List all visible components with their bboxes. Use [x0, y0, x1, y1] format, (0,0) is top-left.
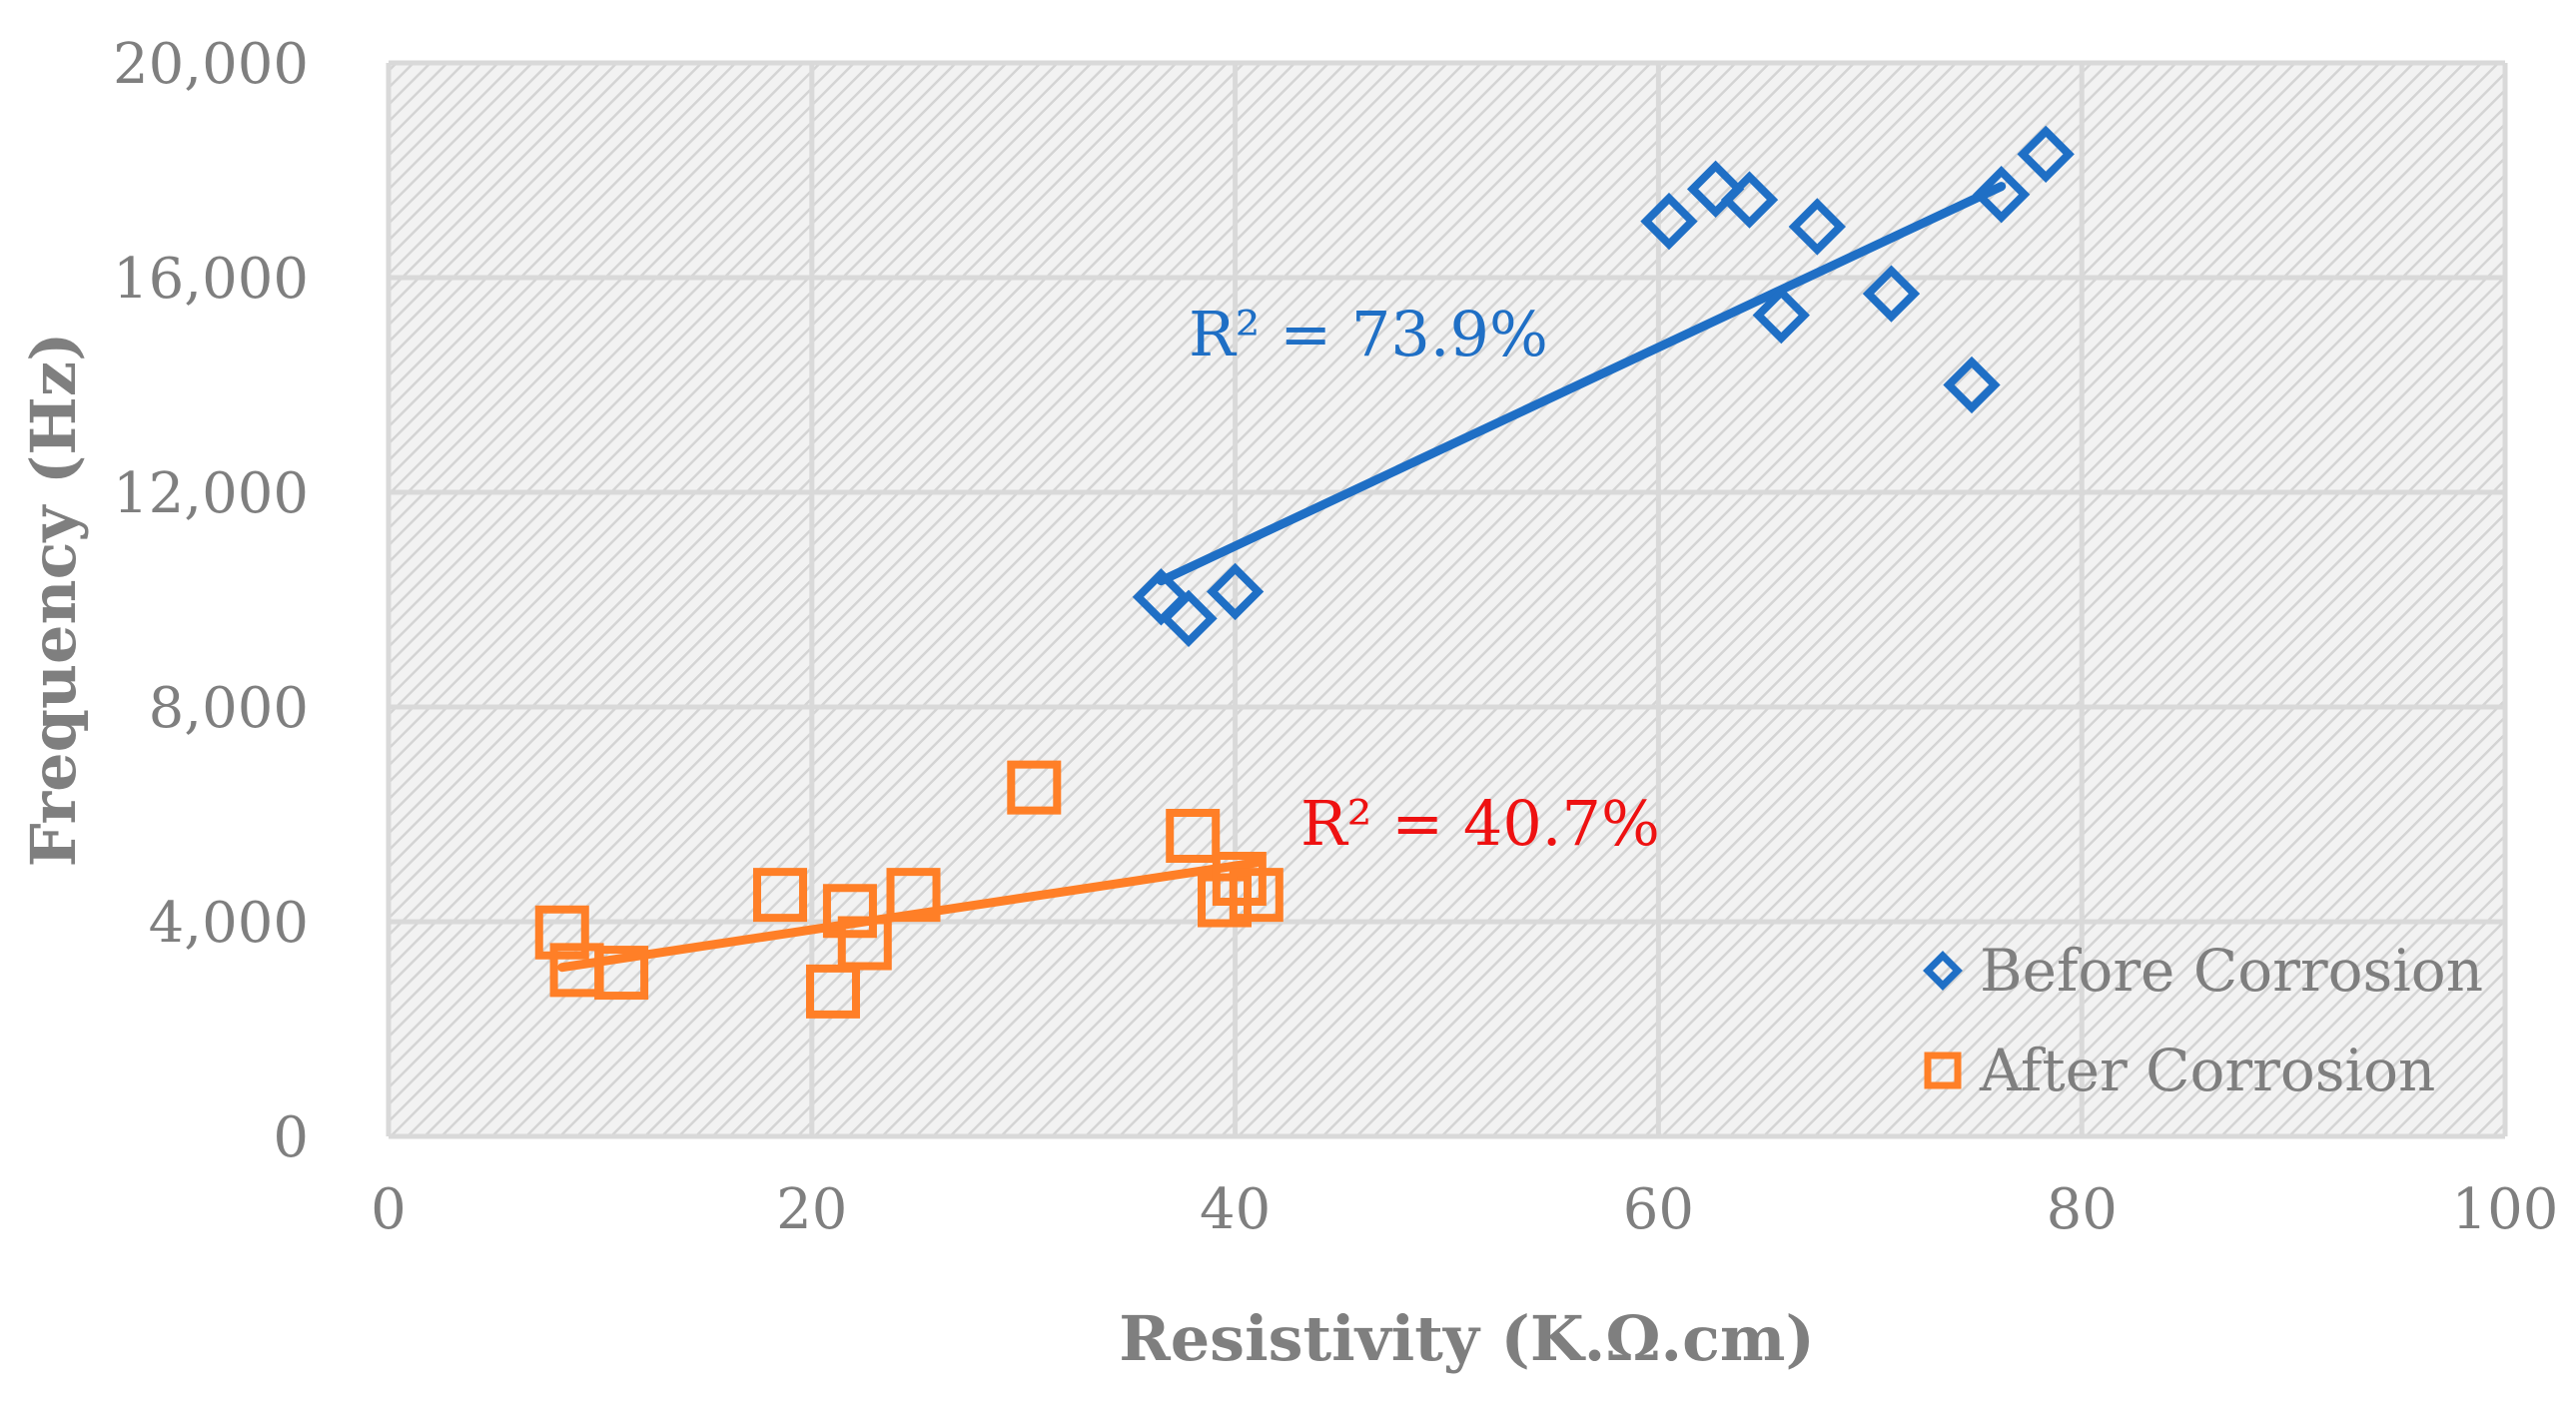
r2-label-before-corrosion: R² = 73.9% — [1189, 298, 1548, 370]
y-axis-title: Frequency (Hz) — [17, 333, 90, 868]
y-tick-label: 4,000 — [149, 891, 309, 956]
legend-marker-after-corrosion — [1924, 1052, 1962, 1089]
axes: 0 20 40 60 80 100 0 4,000 8,000 12,000 16,000 20,00… — [17, 32, 2558, 1375]
point-after-corrosion — [1007, 760, 1062, 815]
point-after-corrosion — [805, 964, 860, 1019]
x-tick-label: 40 — [1200, 1177, 1271, 1242]
point-before-corrosion — [1973, 166, 2031, 224]
point-before-corrosion — [1788, 198, 1846, 256]
point-before-corrosion — [1132, 568, 1191, 626]
point-before-corrosion — [1943, 355, 2001, 414]
legend: Before Corrosion After Corrosion — [1923, 937, 2483, 1104]
point-after-corrosion — [594, 946, 649, 1001]
y-tick-label: 0 — [273, 1105, 309, 1170]
x-tick-label: 100 — [2452, 1177, 2559, 1242]
x-tick-label: 20 — [776, 1177, 847, 1242]
data-points — [534, 125, 2075, 1019]
x-tick-label: 60 — [1623, 1177, 1694, 1242]
point-after-corrosion — [753, 868, 808, 923]
point-before-corrosion — [1206, 562, 1265, 621]
point-after-corrosion — [1229, 868, 1284, 923]
point-after-corrosion — [837, 916, 892, 971]
point-before-corrosion — [1720, 171, 1779, 229]
point-before-corrosion — [1686, 160, 1745, 218]
point-after-corrosion — [534, 905, 589, 960]
legend-item-before-corrosion: Before Corrosion — [1923, 937, 2483, 1005]
annotations: R² = 73.9% R² = 40.7% — [1189, 298, 1660, 860]
y-tick-label: 16,000 — [113, 247, 309, 312]
y-tick-label: 12,000 — [113, 461, 309, 526]
point-after-corrosion — [886, 868, 941, 923]
r2-label-after-corrosion: R² = 40.7% — [1300, 787, 1660, 860]
y-tick-label: 20,000 — [113, 32, 309, 97]
x-axis-title: Resistivity (K.Ω.cm) — [1119, 1302, 1815, 1375]
legend-label-before-corrosion: Before Corrosion — [1980, 937, 2483, 1005]
point-before-corrosion — [1862, 265, 1921, 323]
gridlines — [386, 60, 2508, 1139]
y-tick-label: 8,000 — [149, 676, 309, 741]
point-before-corrosion — [1640, 192, 1698, 251]
point-after-corrosion — [1166, 809, 1221, 863]
point-before-corrosion — [1752, 286, 1810, 345]
legend-item-after-corrosion: After Corrosion — [1924, 1037, 2435, 1104]
legend-marker-before-corrosion — [1923, 951, 1963, 991]
plot-area-background — [389, 63, 2505, 1136]
point-before-corrosion — [2017, 125, 2075, 184]
x-tick-label: 0 — [371, 1177, 407, 1242]
point-after-corrosion — [822, 884, 877, 939]
legend-label-after-corrosion: After Corrosion — [1979, 1037, 2435, 1104]
x-tick-label: 80 — [2047, 1177, 2118, 1242]
trendline-before-corrosion — [1156, 182, 2007, 586]
point-after-corrosion — [1212, 852, 1267, 906]
point-before-corrosion — [1160, 589, 1218, 647]
